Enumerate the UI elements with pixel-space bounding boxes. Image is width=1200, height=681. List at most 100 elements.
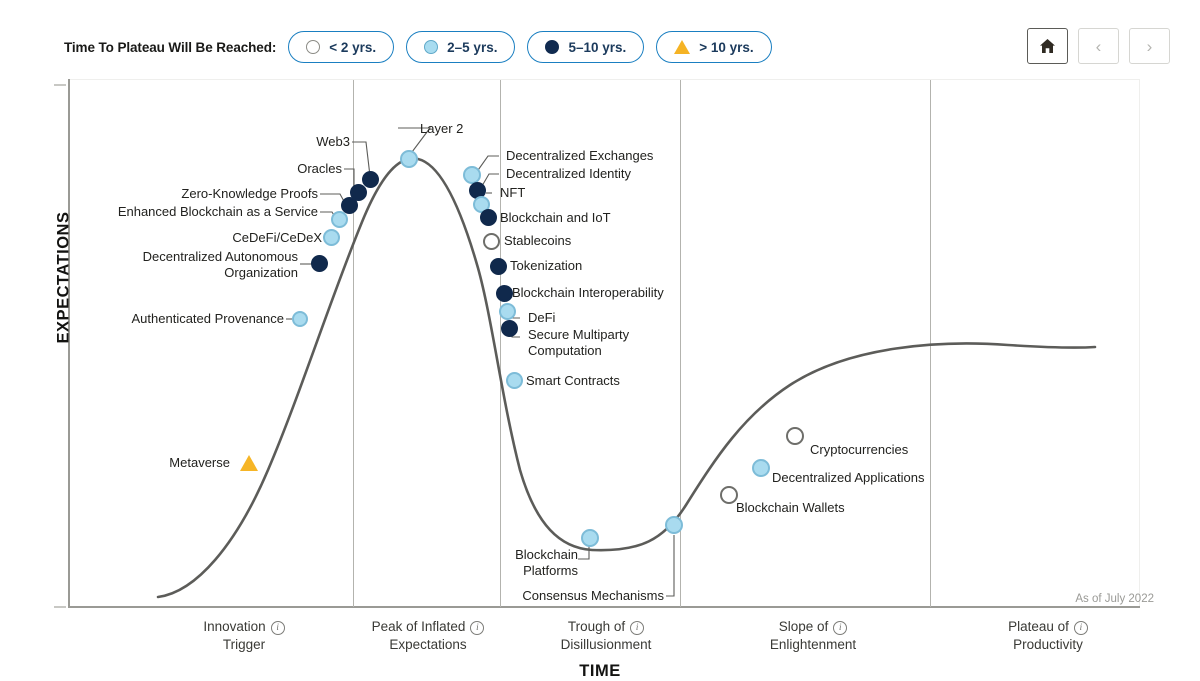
point-web3[interactable]: [362, 171, 379, 188]
label-blockchain-and-iot: Blockchain and IoT: [500, 210, 611, 225]
chevron-left-icon: ‹: [1095, 36, 1102, 56]
phase-label-line2: Trigger: [222, 637, 266, 652]
label-decentralized-identity: Decentralized Identity: [506, 166, 632, 181]
legend-pill-label: 5–10 yrs.: [568, 39, 627, 55]
label-enhanced-blockchain-as-a-service: Enhanced Blockchain as a Service: [117, 204, 318, 219]
label-smart-contracts: Smart Contracts: [526, 373, 620, 388]
phase-label-line2: Expectations: [389, 637, 467, 652]
legend: Time To Plateau Will Be Reached: < 2 yrs…: [64, 31, 772, 63]
plot-right-rule: [1139, 79, 1140, 608]
label-secure-multiparty-computation: Secure Multiparty Computation: [528, 327, 630, 358]
label-metaverse: Metaverse: [169, 455, 230, 470]
label-oracles: Oracles: [297, 161, 342, 176]
previous-button[interactable]: ‹: [1078, 28, 1119, 64]
point-decentralized-autonomous-organization[interactable]: [311, 255, 328, 272]
legend-pill-over-10-yrs[interactable]: > 10 yrs.: [656, 31, 772, 63]
point-cryptocurrencies[interactable]: [786, 427, 804, 445]
phase-label-line1: Plateau of: [1008, 619, 1069, 634]
legend-pill-under-2-yrs[interactable]: < 2 yrs.: [288, 31, 395, 63]
y-axis-tick-top: [54, 84, 66, 86]
point-enhanced-blockchain-as-a-service[interactable]: [331, 211, 348, 228]
point-layer-2[interactable]: [400, 150, 418, 168]
phase-divider-1: [353, 80, 354, 607]
legend-pill-label: > 10 yrs.: [699, 39, 754, 55]
legend-title: Time To Plateau Will Be Reached:: [64, 39, 277, 55]
plot-area: [68, 79, 1140, 608]
phase-divider-2: [500, 80, 501, 607]
phase-label-line1: Slope of: [778, 619, 829, 634]
phase-label-line1: Trough of: [567, 619, 626, 634]
navigation-buttons: ‹ ›: [1027, 28, 1170, 64]
point-decentralized-applications[interactable]: [752, 459, 770, 477]
label-layer-2: Layer 2: [420, 121, 464, 136]
chevron-right-icon: ›: [1146, 36, 1153, 56]
toolbar: Time To Plateau Will Be Reached: < 2 yrs…: [0, 0, 1200, 74]
point-blockchain-and-iot[interactable]: [480, 209, 497, 226]
point-blockchain-wallets[interactable]: [720, 486, 738, 504]
as-of-date: As of July 2022: [1075, 593, 1154, 605]
label-cryptocurrencies: Cryptocurrencies: [810, 442, 909, 457]
label-decentralized-autonomous-organization: Decentralized Autonomous Organization: [142, 249, 298, 280]
label-defi: DeFi: [528, 310, 556, 325]
info-icon[interactable]: i: [630, 621, 645, 635]
point-blockchain-platforms[interactable]: [581, 529, 599, 547]
point-defi[interactable]: [499, 303, 516, 320]
circle-navy-icon: [545, 40, 560, 54]
triangle-yellow-icon: [674, 40, 691, 54]
circle-white-icon: [306, 40, 321, 54]
point-tokenization[interactable]: [490, 258, 507, 275]
point-secure-multiparty-computation[interactable]: [501, 320, 518, 337]
label-blockchain-interoperability: Blockchain Interoperability: [512, 285, 664, 300]
point-stablecoins[interactable]: [483, 233, 500, 250]
phase-label-line2: Disillusionment: [560, 637, 652, 652]
point-oracles[interactable]: [350, 184, 367, 201]
plot-top-rule: [68, 79, 1140, 80]
point-smart-contracts[interactable]: [506, 372, 523, 389]
legend-pill-label: 2–5 yrs.: [447, 39, 498, 55]
legend-pill-2-5-yrs[interactable]: 2–5 yrs.: [406, 31, 516, 63]
label-consensus-mechanisms: Consensus Mechanisms: [522, 588, 664, 603]
home-button[interactable]: [1027, 28, 1068, 64]
home-icon: [1040, 39, 1055, 53]
info-icon[interactable]: i: [1073, 621, 1088, 635]
label-cedefi-cedex: CeDeFi/CeDeX: [232, 230, 322, 245]
label-tokenization: Tokenization: [510, 258, 583, 273]
label-web3: Web3: [316, 134, 350, 149]
info-icon[interactable]: i: [270, 621, 285, 635]
label-decentralized-applications: Decentralized Applications: [772, 470, 925, 485]
phase-label-line1: Peak of Inflated: [371, 619, 466, 634]
phase-trough-of-disillusionment: Trough of i Disillusionment: [496, 618, 716, 654]
phase-innovation-trigger: Innovation i Trigger: [144, 618, 344, 654]
point-cedefi-cedex[interactable]: [323, 229, 340, 246]
phase-divider-4: [930, 80, 931, 607]
point-zero-knowledge-proofs[interactable]: [341, 197, 358, 214]
point-authenticated-provenance[interactable]: [292, 311, 308, 327]
info-icon[interactable]: i: [833, 621, 848, 635]
next-button[interactable]: ›: [1129, 28, 1170, 64]
phase-peak-of-inflated-expectations: Peak of Inflated i Expectations: [320, 618, 536, 654]
label-blockchain-platforms: Blockchain Platforms: [515, 547, 578, 578]
y-axis-label: EXPECTATIONS: [54, 211, 73, 344]
label-decentralized-exchanges: Decentralized Exchanges: [506, 148, 654, 163]
phase-plateau-of-productivity: Plateau of i Productivity: [942, 618, 1154, 654]
info-icon[interactable]: i: [470, 621, 485, 635]
legend-pill-label: < 2 yrs.: [329, 39, 377, 55]
phase-label-line2: Enlightenment: [769, 637, 857, 652]
circle-light-blue-icon: [424, 40, 439, 54]
label-blockchain-wallets: Blockchain Wallets: [736, 500, 845, 515]
point-blockchain-interoperability[interactable]: [496, 285, 513, 302]
point-consensus-mechanisms[interactable]: [665, 516, 683, 534]
label-zero-knowledge-proofs: Zero-Knowledge Proofs: [181, 186, 318, 201]
label-nft: NFT: [500, 185, 526, 200]
y-axis-tick-bottom: [54, 606, 66, 608]
point-metaverse[interactable]: [240, 455, 258, 471]
label-authenticated-provenance: Authenticated Provenance: [131, 311, 285, 326]
label-stablecoins: Stablecoins: [504, 233, 572, 248]
x-axis-label: TIME: [579, 662, 621, 680]
phase-label-line1: Innovation: [203, 619, 266, 634]
legend-pill-5-10-yrs[interactable]: 5–10 yrs.: [527, 31, 645, 63]
phase-label-line2: Productivity: [1013, 637, 1083, 652]
phase-slope-of-enlightenment: Slope of i Enlightenment: [692, 618, 934, 654]
phase-axis: Innovation i Trigger Peak of Inflated i Ex…: [68, 610, 1140, 662]
